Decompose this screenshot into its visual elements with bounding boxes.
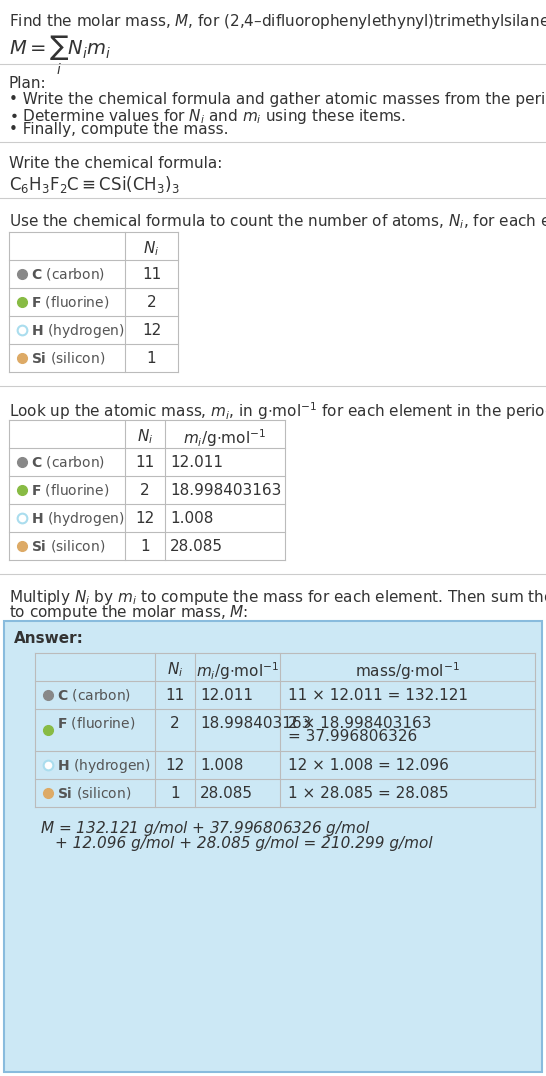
Text: • Determine values for $N_i$ and $m_i$ using these items.: • Determine values for $N_i$ and $m_i$ u…: [9, 107, 406, 126]
Text: Plan:: Plan:: [9, 76, 46, 91]
Text: Multiply $N_i$ by $m_i$ to compute the mass for each element. Then sum those val: Multiply $N_i$ by $m_i$ to compute the m…: [9, 587, 546, 607]
Text: $\bf{Si}$ (silicon): $\bf{Si}$ (silicon): [31, 538, 105, 554]
Text: 2: 2: [170, 716, 180, 731]
Text: $N_i$: $N_i$: [167, 660, 183, 679]
Text: $N_i$: $N_i$: [144, 239, 159, 257]
Text: $M$ = 132.121 g/mol + 37.996806326 g/mol: $M$ = 132.121 g/mol + 37.996806326 g/mol: [40, 819, 371, 838]
Text: 12.011: 12.011: [170, 455, 223, 470]
Text: 18.998403163: 18.998403163: [200, 716, 311, 731]
Text: $\bf{H}$ (hydrogen): $\bf{H}$ (hydrogen): [57, 758, 151, 775]
Text: $\bf{Si}$ (silicon): $\bf{Si}$ (silicon): [57, 785, 132, 801]
Text: $m_i$/g$\cdot$mol$^{-1}$: $m_i$/g$\cdot$mol$^{-1}$: [183, 427, 266, 449]
Text: 2: 2: [140, 483, 150, 498]
Text: 12: 12: [142, 323, 161, 338]
Text: • Finally, compute the mass.: • Finally, compute the mass.: [9, 122, 228, 137]
Text: $M = \sum_i N_i m_i$: $M = \sum_i N_i m_i$: [9, 34, 111, 77]
Text: 28.085: 28.085: [200, 785, 253, 801]
Text: $\bf{C}$ (carbon): $\bf{C}$ (carbon): [31, 454, 105, 470]
Text: 12: 12: [165, 758, 185, 773]
Text: mass/g$\cdot$mol$^{-1}$: mass/g$\cdot$mol$^{-1}$: [355, 660, 460, 682]
Text: 1: 1: [147, 351, 156, 366]
Text: $\bf{C}$ (carbon): $\bf{C}$ (carbon): [31, 266, 105, 282]
Text: 1.008: 1.008: [200, 758, 244, 773]
Text: 11 × 12.011 = 132.121: 11 × 12.011 = 132.121: [288, 688, 468, 703]
Text: $N_i$: $N_i$: [137, 427, 153, 445]
Text: Use the chemical formula to count the number of atoms, $N_i$, for each element:: Use the chemical formula to count the nu…: [9, 212, 546, 230]
Text: 1: 1: [170, 785, 180, 801]
Text: $\bf{H}$ (hydrogen): $\bf{H}$ (hydrogen): [31, 322, 125, 340]
FancyBboxPatch shape: [4, 621, 542, 1072]
Text: 11: 11: [142, 267, 161, 282]
Text: 1.008: 1.008: [170, 511, 213, 526]
Text: $m_i$/g$\cdot$mol$^{-1}$: $m_i$/g$\cdot$mol$^{-1}$: [196, 660, 279, 682]
Text: = 37.996806326: = 37.996806326: [288, 730, 417, 744]
Text: $\bf{F}$ (fluorine): $\bf{F}$ (fluorine): [31, 482, 109, 498]
Text: Find the molar mass, $M$, for (2,4–difluorophenylethynyl)trimethylsilane:: Find the molar mass, $M$, for (2,4–diflu…: [9, 12, 546, 31]
Text: 12: 12: [135, 511, 155, 526]
Text: 18.998403163: 18.998403163: [170, 483, 281, 498]
Text: 28.085: 28.085: [170, 539, 223, 554]
Text: $\bf{H}$ (hydrogen): $\bf{H}$ (hydrogen): [31, 510, 125, 528]
Text: 2: 2: [147, 295, 156, 310]
Text: $\bf{Si}$ (silicon): $\bf{Si}$ (silicon): [31, 350, 105, 366]
Text: Look up the atomic mass, $m_i$, in g$\cdot$mol$^{-1}$ for each element in the pe: Look up the atomic mass, $m_i$, in g$\cd…: [9, 400, 546, 422]
Text: + 12.096 g/mol + 28.085 g/mol = 210.299 g/mol: + 12.096 g/mol + 28.085 g/mol = 210.299 …: [55, 836, 432, 851]
Text: 12 × 1.008 = 12.096: 12 × 1.008 = 12.096: [288, 758, 449, 773]
Text: $\bf{F}$ (fluorine): $\bf{F}$ (fluorine): [31, 294, 109, 310]
Text: $\mathrm{C_6H_3F_2C{\equiv}CSi(CH_3)_3}$: $\mathrm{C_6H_3F_2C{\equiv}CSi(CH_3)_3}$: [9, 174, 180, 195]
Text: to compute the molar mass, $M$:: to compute the molar mass, $M$:: [9, 603, 248, 622]
Text: 11: 11: [165, 688, 185, 703]
Text: 1 × 28.085 = 28.085: 1 × 28.085 = 28.085: [288, 785, 449, 801]
Text: 12.011: 12.011: [200, 688, 253, 703]
Text: Answer:: Answer:: [14, 631, 84, 646]
Text: $\bf{F}$ (fluorine): $\bf{F}$ (fluorine): [57, 714, 135, 731]
Text: Write the chemical formula:: Write the chemical formula:: [9, 156, 222, 171]
Text: $\bf{C}$ (carbon): $\bf{C}$ (carbon): [57, 686, 131, 703]
Text: 2 × 18.998403163: 2 × 18.998403163: [288, 716, 431, 731]
Text: • Write the chemical formula and gather atomic masses from the periodic table.: • Write the chemical formula and gather …: [9, 93, 546, 107]
Text: 11: 11: [135, 455, 155, 470]
Text: 1: 1: [140, 539, 150, 554]
